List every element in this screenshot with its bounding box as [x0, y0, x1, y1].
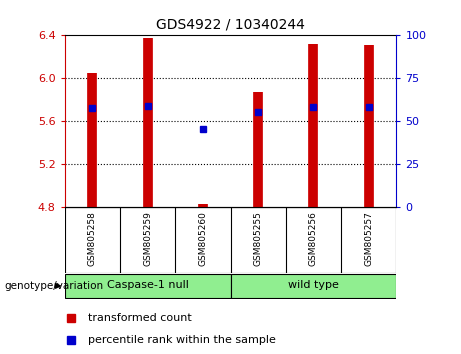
Text: GSM805259: GSM805259 — [143, 211, 152, 266]
Text: wild type: wild type — [288, 280, 339, 290]
Text: GSM805257: GSM805257 — [364, 211, 373, 266]
Title: GDS4922 / 10340244: GDS4922 / 10340244 — [156, 17, 305, 32]
Text: Caspase-1 null: Caspase-1 null — [106, 280, 189, 290]
Bar — [230, 274, 396, 298]
Bar — [65, 274, 230, 298]
Text: percentile rank within the sample: percentile rank within the sample — [88, 335, 276, 345]
Text: genotype/variation: genotype/variation — [5, 281, 104, 291]
Text: GSM805256: GSM805256 — [309, 211, 318, 266]
Text: transformed count: transformed count — [88, 313, 191, 323]
Text: GSM805258: GSM805258 — [88, 211, 97, 266]
Text: GSM805255: GSM805255 — [254, 211, 263, 266]
Text: GSM805260: GSM805260 — [198, 211, 207, 266]
